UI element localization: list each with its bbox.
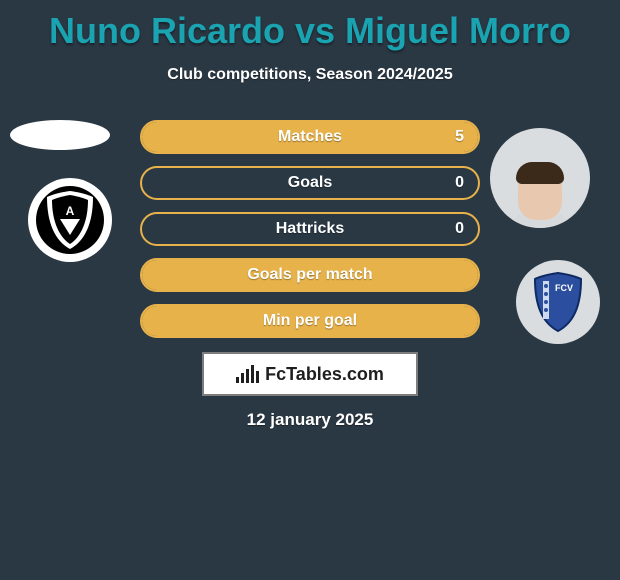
stat-value: 5 <box>455 128 464 146</box>
shield-icon: A <box>35 185 105 255</box>
source-badge: FcTables.com <box>202 352 418 396</box>
stat-label: Matches <box>278 128 342 146</box>
stat-matches: Matches 5 <box>140 120 480 154</box>
stats-list: Matches 5 Goals 0 Hattricks 0 Goals per … <box>140 120 480 338</box>
stat-goals-per-match: Goals per match <box>140 258 480 292</box>
stat-value: 0 <box>455 174 464 192</box>
stat-value: 0 <box>455 220 464 238</box>
stat-hattricks: Hattricks 0 <box>140 212 480 246</box>
stat-label: Hattricks <box>276 220 344 238</box>
svg-text:A: A <box>66 204 75 218</box>
stat-goals: Goals 0 <box>140 166 480 200</box>
page-title: Nuno Ricardo vs Miguel Morro <box>0 0 620 52</box>
player-right-avatar <box>490 128 590 228</box>
player-left-avatar <box>10 120 110 150</box>
bars-icon <box>236 365 259 383</box>
svg-text:FCV: FCV <box>555 283 573 293</box>
source-label: FcTables.com <box>265 364 384 385</box>
stat-min-per-goal: Min per goal <box>140 304 480 338</box>
stat-label: Min per goal <box>263 312 357 330</box>
club-left-badge: A <box>28 178 112 262</box>
page-subtitle: Club competitions, Season 2024/2025 <box>0 66 620 84</box>
stat-label: Goals per match <box>247 266 372 284</box>
stat-label: Goals <box>288 174 332 192</box>
shield-icon: FCV <box>525 269 591 335</box>
footer-date: 12 january 2025 <box>0 410 620 430</box>
club-right-badge: FCV <box>516 260 600 344</box>
